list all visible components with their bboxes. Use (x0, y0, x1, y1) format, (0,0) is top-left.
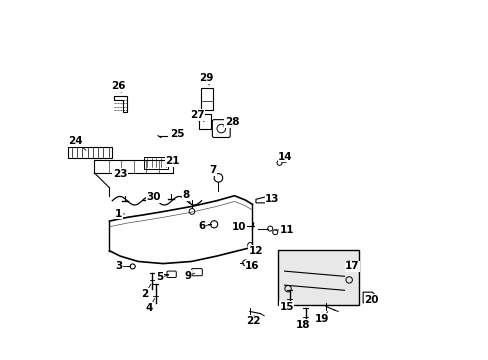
Text: 15: 15 (279, 302, 293, 312)
Text: 17: 17 (345, 261, 359, 271)
Text: 3: 3 (115, 261, 122, 271)
Text: 9: 9 (184, 271, 191, 281)
Text: 5: 5 (156, 272, 163, 282)
Text: 4: 4 (145, 303, 153, 313)
Text: 8: 8 (182, 190, 189, 200)
Text: 2: 2 (142, 289, 148, 298)
Text: 6: 6 (198, 221, 205, 231)
Text: 23: 23 (113, 168, 127, 179)
Text: 20: 20 (364, 295, 378, 305)
Text: 21: 21 (165, 157, 179, 166)
Text: 18: 18 (296, 320, 310, 330)
Text: 27: 27 (190, 110, 204, 120)
Text: 16: 16 (244, 261, 259, 271)
Text: 7: 7 (209, 165, 216, 175)
Text: 22: 22 (245, 316, 260, 326)
Text: 28: 28 (224, 117, 239, 127)
Text: 12: 12 (248, 246, 263, 256)
FancyBboxPatch shape (278, 249, 358, 305)
Text: 25: 25 (170, 129, 184, 139)
Text: 29: 29 (198, 73, 213, 83)
Text: 1: 1 (115, 209, 122, 219)
Text: 13: 13 (264, 194, 279, 203)
Text: 30: 30 (146, 192, 161, 202)
Text: 24: 24 (68, 136, 83, 147)
Text: 19: 19 (315, 314, 329, 324)
Text: 26: 26 (111, 81, 126, 91)
Text: 14: 14 (278, 152, 292, 162)
Text: 11: 11 (279, 225, 293, 235)
Text: 10: 10 (231, 222, 245, 232)
